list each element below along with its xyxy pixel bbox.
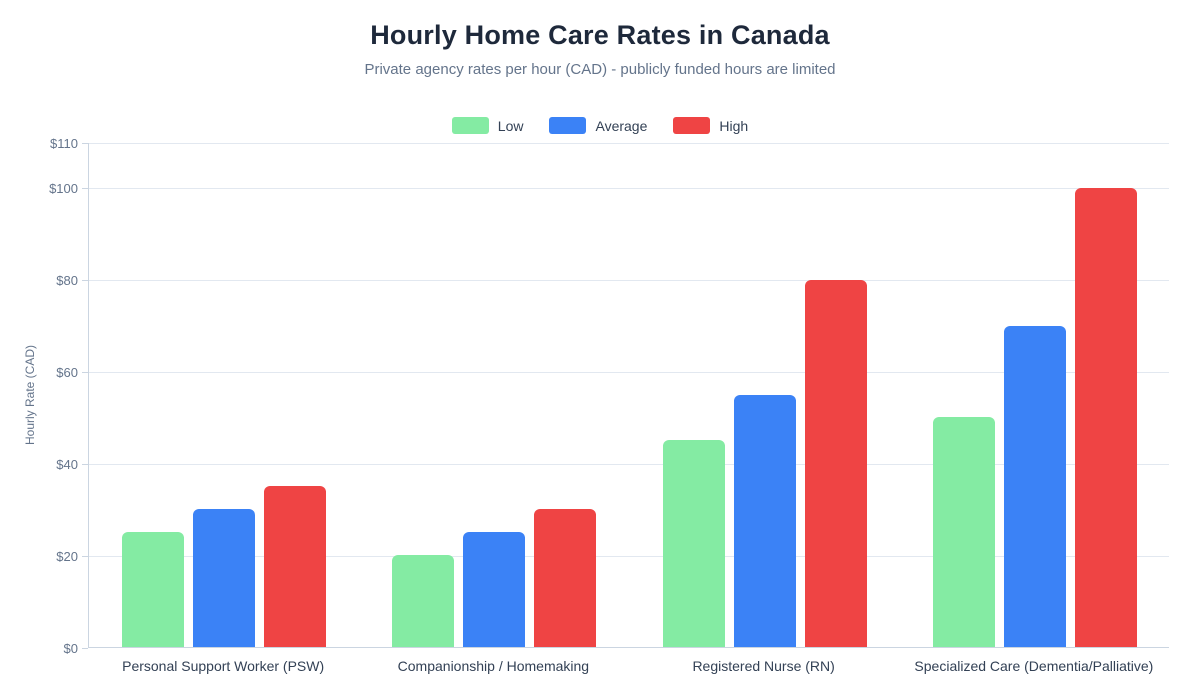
y-tick-label-40: $40 — [56, 456, 78, 472]
y-tick-mark — [82, 647, 88, 649]
legend: Low Average High — [0, 117, 1200, 134]
bar-low-1[interactable] — [122, 532, 185, 647]
gridline-60 — [89, 372, 1169, 374]
legend-item-low[interactable]: Low — [451, 117, 524, 134]
legend-item-average[interactable]: Average — [549, 117, 647, 134]
bar-average-1[interactable] — [193, 509, 256, 647]
bar-high-3[interactable] — [804, 279, 867, 647]
y-tick-label-60: $60 — [56, 365, 78, 381]
gridline-40 — [89, 463, 1169, 465]
gridline-20 — [89, 555, 1169, 557]
y-tick-label-100: $100 — [49, 181, 78, 197]
legend-label: Low — [497, 117, 524, 134]
y-tick-mark — [82, 280, 88, 282]
legend-swatch-average — [549, 117, 587, 134]
bar-low-4[interactable] — [932, 417, 995, 647]
y-tick-mark — [82, 463, 88, 465]
y-tick-mark — [82, 188, 88, 190]
y-tick-mark — [82, 372, 88, 374]
x-category-label-3: Registered Nurse (RN) — [692, 658, 835, 674]
bar-high-2[interactable] — [534, 509, 597, 647]
x-category-label-2: Companionship / Homemaking — [397, 658, 590, 674]
bar-low-3[interactable] — [662, 440, 725, 647]
legend-swatch-high — [673, 117, 711, 134]
bar-high-1[interactable] — [264, 486, 327, 647]
bar-low-2[interactable] — [392, 555, 455, 647]
gridline-80 — [89, 280, 1169, 282]
legend-label: High — [719, 117, 749, 134]
chart-title: Hourly Home Care Rates in Canada — [370, 20, 830, 50]
legend-swatch-low — [451, 117, 489, 134]
bar-average-4[interactable] — [1003, 325, 1066, 647]
plot-area — [88, 142, 1169, 648]
bar-average-3[interactable] — [733, 394, 796, 647]
gridline-110 — [89, 142, 1169, 144]
y-tick-label-0: $0 — [63, 640, 78, 656]
y-tick-label-80: $80 — [56, 273, 78, 289]
y-tick-label-20: $20 — [56, 548, 78, 564]
y-tick-label-110: $110 — [50, 135, 78, 151]
gridline-100 — [89, 188, 1169, 190]
chart-subtitle: Private agency rates per hour (CAD) - pu… — [364, 61, 836, 78]
bar-average-2[interactable] — [463, 532, 526, 647]
bar-high-4[interactable] — [1074, 187, 1137, 647]
y-tick-mark — [82, 142, 88, 144]
x-category-label-4: Specialized Care (Dementia/Palliative) — [914, 658, 1154, 674]
legend-item-high[interactable]: High — [673, 117, 748, 134]
y-tick-mark — [82, 555, 88, 557]
x-category-label-1: Personal Support Worker (PSW) — [122, 658, 325, 674]
legend-label: Average — [595, 117, 648, 134]
y-axis-title: Hourly Rate (CAD) — [23, 344, 37, 446]
